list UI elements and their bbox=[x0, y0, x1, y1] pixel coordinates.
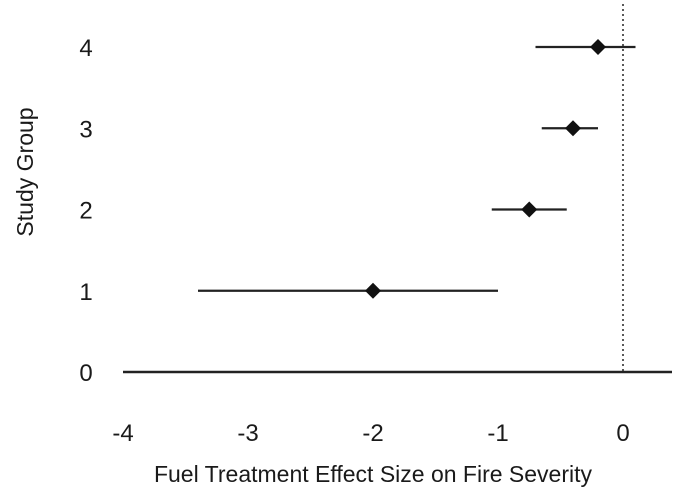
y-axis-label: Study Group bbox=[12, 107, 38, 236]
effect-size-marker bbox=[590, 39, 606, 55]
y-tick-label: 0 bbox=[79, 360, 92, 387]
x-tick-label: -1 bbox=[487, 420, 508, 447]
y-tick-label: 2 bbox=[79, 198, 92, 225]
effect-size-marker bbox=[521, 201, 538, 218]
x-axis-label: Fuel Treatment Effect Size on Fire Sever… bbox=[154, 461, 593, 487]
data-marks bbox=[198, 39, 636, 299]
tick-labels: -4 -3 -2 -1 0 0 1 2 3 4 bbox=[79, 35, 629, 447]
y-tick-label: 4 bbox=[79, 35, 92, 62]
effect-size-marker bbox=[565, 120, 581, 137]
x-tick-label: -2 bbox=[362, 420, 383, 447]
effect-size-marker bbox=[365, 282, 381, 299]
y-tick-label: 3 bbox=[79, 116, 92, 143]
x-tick-label: -4 bbox=[112, 420, 133, 447]
x-tick-label: -3 bbox=[237, 420, 258, 447]
x-tick-label: 0 bbox=[616, 420, 629, 447]
y-tick-label: 1 bbox=[79, 279, 92, 306]
plot-axes bbox=[123, 4, 672, 374]
